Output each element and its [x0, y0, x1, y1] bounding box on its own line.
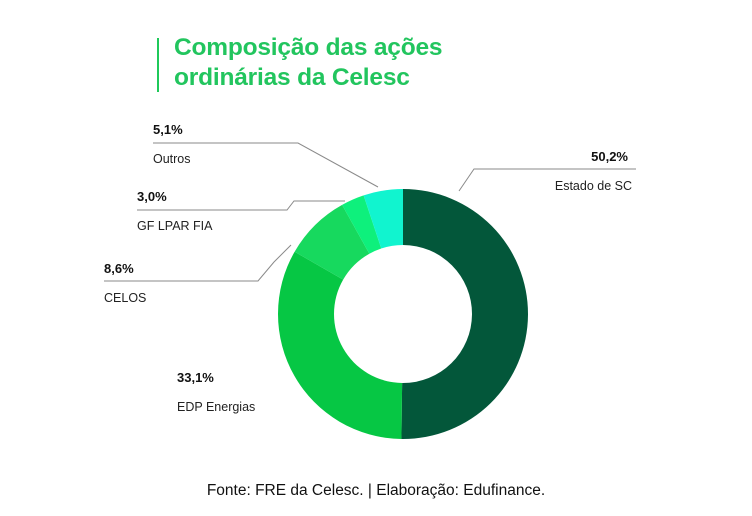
slice-value-label-2: 8,6%	[104, 261, 134, 276]
leader-line-2	[104, 244, 292, 282]
slice-category-label-2: CELOS	[104, 291, 146, 305]
leader-line-3	[137, 200, 345, 211]
source-note: Fonte: FRE da Celesc. | Elaboração: Eduf…	[206, 482, 546, 499]
donut-slice-3	[342, 195, 382, 254]
slice-category-label-1: EDP Energias	[177, 400, 255, 414]
slice-category-label-0: Estado de SC	[555, 179, 632, 193]
slice-category-label-3: GF LPAR FIA	[137, 219, 213, 233]
slice-value-label-4: 5,1%	[153, 122, 183, 137]
leader-lines	[104, 142, 636, 282]
leader-line-0	[458, 168, 636, 192]
slice-labels: 50,2% Estado de SC 33,1% EDP Energias 8,6% CE…	[104, 122, 632, 414]
donut-slice-2	[294, 204, 370, 280]
slice-category-label-4: Outros	[153, 152, 191, 166]
leader-line-4	[153, 142, 379, 188]
slice-value-label-1: 33,1%	[177, 370, 214, 385]
slice-value-label-0: 50,2%	[591, 149, 628, 164]
slice-value-label-3: 3,0%	[137, 189, 167, 204]
chart-title: Composição das ações ordinárias da Celes…	[174, 34, 443, 91]
donut-slice-4	[363, 189, 403, 249]
donut-slice-0	[401, 189, 528, 439]
donut-slice-1	[277, 251, 403, 439]
title-accent-bar	[157, 38, 159, 92]
donut-slices	[277, 189, 528, 439]
